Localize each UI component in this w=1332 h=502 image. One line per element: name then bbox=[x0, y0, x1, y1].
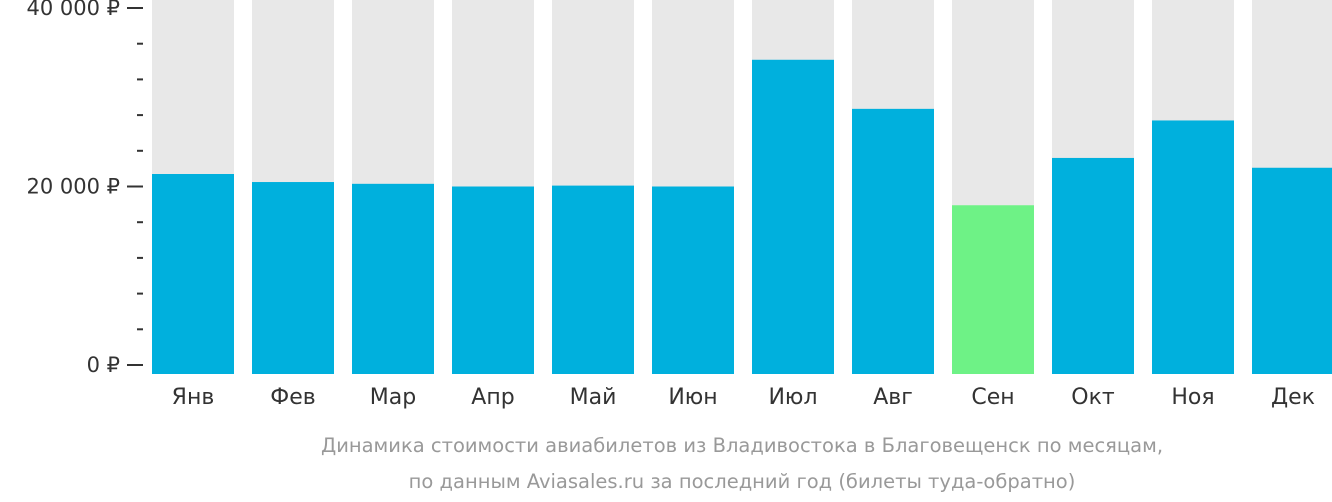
x-tick-label: Фев bbox=[270, 385, 315, 410]
bar bbox=[452, 186, 534, 374]
bar bbox=[852, 108, 934, 374]
x-tick-label: Мар bbox=[370, 385, 416, 410]
bar bbox=[1252, 167, 1332, 374]
x-tick-label: Авг bbox=[873, 385, 913, 410]
y-tick-label: 20 000 ₽ bbox=[26, 175, 120, 199]
bar bbox=[1052, 157, 1134, 374]
x-tick-label: Апр bbox=[471, 385, 514, 410]
x-tick-label: Май bbox=[570, 385, 617, 410]
bar bbox=[652, 186, 734, 374]
bar bbox=[952, 205, 1034, 374]
bar bbox=[1152, 120, 1234, 374]
x-tick-label: Сен bbox=[971, 385, 1014, 410]
bars bbox=[152, 0, 1332, 374]
bar bbox=[552, 185, 634, 374]
x-tick-label: Янв bbox=[172, 385, 215, 410]
chart-caption: Динамика стоимости авиабилетов из Владив… bbox=[321, 434, 1163, 493]
caption-line-2: по данным Aviasales.ru за последний год … bbox=[409, 470, 1076, 493]
x-axis: Янв Фев Мар Апр Май Июн Июл Авг Сен Окт Ноя Дек bbox=[172, 385, 1315, 410]
x-tick-label: Дек bbox=[1271, 385, 1315, 410]
x-tick-label: Июн bbox=[668, 385, 717, 410]
bar bbox=[352, 183, 434, 374]
y-axis: 0 ₽ 20 000 ₽ 40 000 ₽ bbox=[26, 0, 143, 377]
bar bbox=[252, 182, 334, 374]
y-tick-label: 40 000 ₽ bbox=[26, 0, 120, 20]
x-tick-label: Ноя bbox=[1171, 385, 1214, 410]
y-tick-label: 0 ₽ bbox=[87, 353, 120, 377]
x-tick-label: Окт bbox=[1071, 385, 1115, 410]
bar bbox=[752, 59, 834, 374]
bar bbox=[152, 174, 234, 374]
caption-line-1: Динамика стоимости авиабилетов из Владив… bbox=[321, 434, 1163, 457]
x-tick-label: Июл bbox=[768, 385, 817, 410]
